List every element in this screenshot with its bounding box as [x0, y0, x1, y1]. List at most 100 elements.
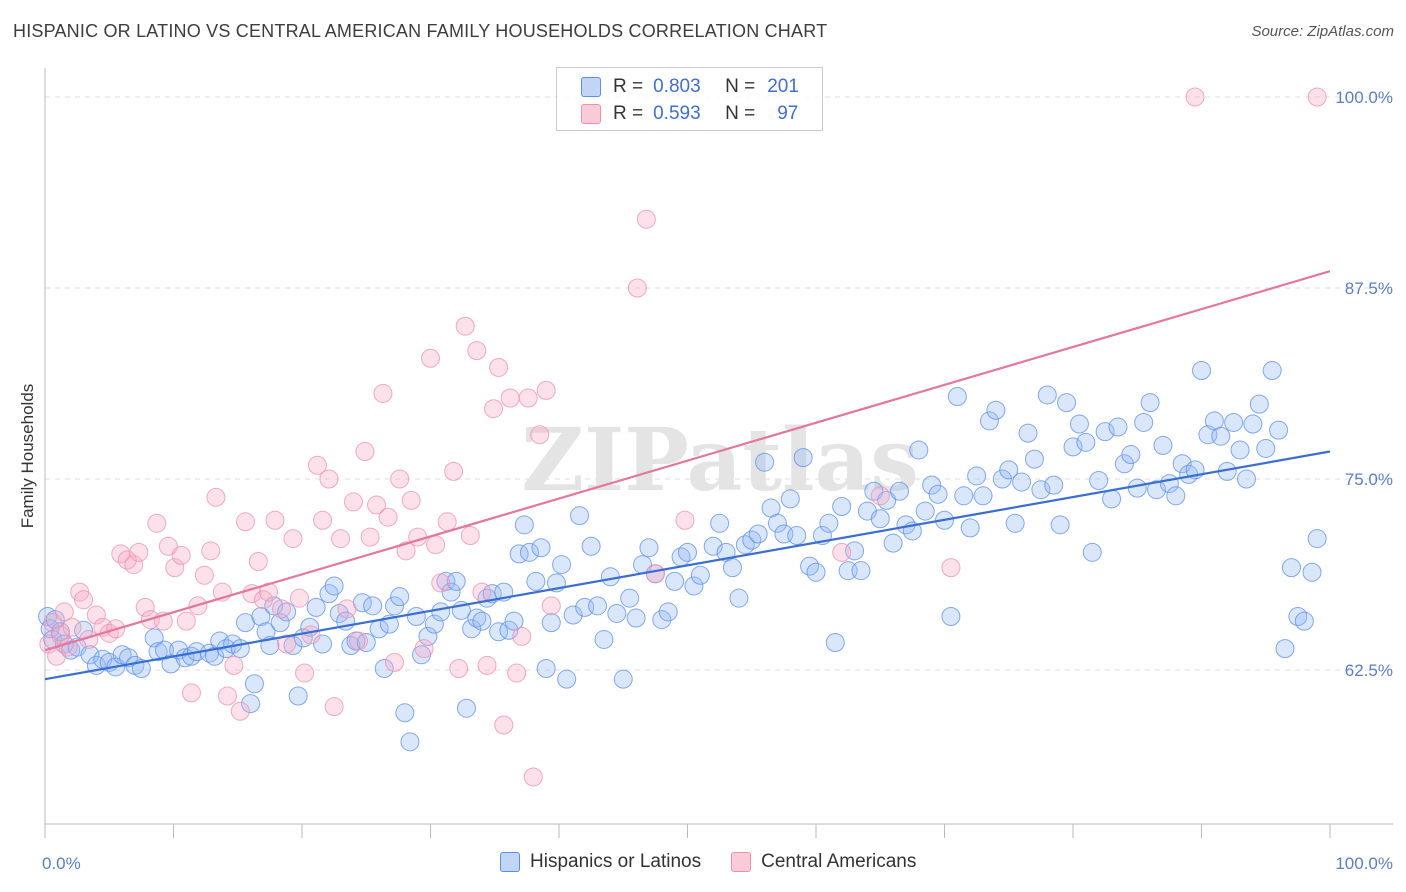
data-point [1230, 440, 1250, 460]
data-point [552, 555, 572, 575]
x-tick-label: 100.0% [1335, 854, 1393, 873]
data-point [201, 541, 221, 561]
r-value: 0.803 [653, 76, 701, 97]
data-point [1076, 432, 1096, 452]
data-point [456, 698, 476, 718]
legend-item-central-americans[interactable]: Central Americans [731, 851, 916, 873]
data-point [205, 646, 225, 666]
data-point [337, 599, 357, 619]
data-point [514, 515, 534, 535]
data-point [722, 558, 742, 578]
data-point [588, 596, 608, 616]
series-central-americans [39, 87, 1327, 787]
data-point [467, 608, 487, 628]
data-point [129, 542, 149, 562]
data-point [870, 509, 890, 529]
data-point [414, 639, 434, 659]
data-point [74, 590, 94, 610]
data-point [1275, 639, 1295, 659]
data-point [530, 425, 550, 445]
data-point [124, 555, 144, 575]
legend-swatch-pink [581, 104, 601, 124]
data-point [390, 469, 410, 489]
data-point [265, 510, 285, 530]
source-label: Source: ZipAtlas.com [1251, 23, 1394, 40]
data-point [277, 634, 297, 654]
data-point [665, 571, 685, 591]
data-point [401, 490, 421, 510]
data-point [986, 400, 1006, 420]
data-point [570, 506, 590, 526]
data-point [343, 492, 363, 512]
data-point [356, 632, 376, 652]
data-point [472, 611, 492, 631]
data-point [832, 497, 852, 517]
data-point [960, 518, 980, 538]
data-point [967, 466, 987, 486]
data-point [283, 636, 303, 656]
data-point [819, 513, 839, 533]
data-point [242, 584, 262, 604]
data-point [787, 526, 807, 546]
data-point [1134, 412, 1154, 432]
data-point [421, 348, 440, 368]
data-point [1269, 420, 1289, 440]
data-point [324, 697, 344, 717]
data-point [531, 538, 551, 558]
data-point [158, 536, 178, 556]
trend-lines [44, 270, 1331, 681]
data-point [1121, 445, 1141, 465]
data-point [1050, 515, 1070, 535]
data-point [518, 388, 538, 408]
legend-item-hispanics[interactable]: Hispanics or Latinos [500, 851, 701, 873]
data-point [947, 386, 967, 406]
y-tick-label: 75.0% [1345, 470, 1393, 489]
data-point [883, 533, 903, 553]
data-point [1082, 542, 1102, 562]
data-point [1108, 417, 1128, 437]
data-point [288, 686, 308, 706]
data-point [241, 694, 261, 714]
data-point [446, 571, 466, 591]
data-point [541, 613, 561, 633]
data-point [80, 645, 100, 665]
data-point [1224, 412, 1244, 432]
data-point [431, 602, 451, 622]
data-point [675, 510, 695, 530]
data-point [385, 596, 405, 616]
data-point [313, 634, 333, 654]
data-point [1057, 393, 1077, 413]
data-point [295, 663, 315, 683]
chart-title: HISPANIC OR LATINO VS CENTRAL AMERICAN F… [13, 21, 828, 41]
data-point [385, 652, 405, 672]
data-point [536, 658, 556, 678]
data-point [444, 461, 464, 481]
data-point [230, 639, 250, 659]
legend-swatch-pink [731, 852, 752, 872]
data-point [1147, 480, 1167, 500]
data-point [594, 629, 614, 649]
data-point [165, 558, 185, 578]
data-point [271, 599, 291, 619]
data-point [54, 602, 74, 622]
data-point [607, 603, 627, 623]
data-point [526, 571, 546, 591]
data-point [50, 625, 70, 645]
data-point [1236, 469, 1256, 489]
data-point [400, 732, 420, 752]
data-point [870, 486, 890, 506]
data-point [270, 613, 290, 633]
data-point [307, 455, 327, 475]
data-point [645, 564, 665, 584]
data-point [1069, 414, 1089, 434]
data-point [729, 588, 749, 608]
data-point [171, 545, 191, 565]
data-point [437, 512, 457, 532]
data-point [825, 632, 845, 652]
data-point [494, 715, 514, 735]
data-point [780, 489, 800, 509]
data-point [1114, 454, 1134, 474]
data-point [408, 527, 428, 547]
data-point [313, 510, 333, 530]
data-point [374, 658, 394, 678]
